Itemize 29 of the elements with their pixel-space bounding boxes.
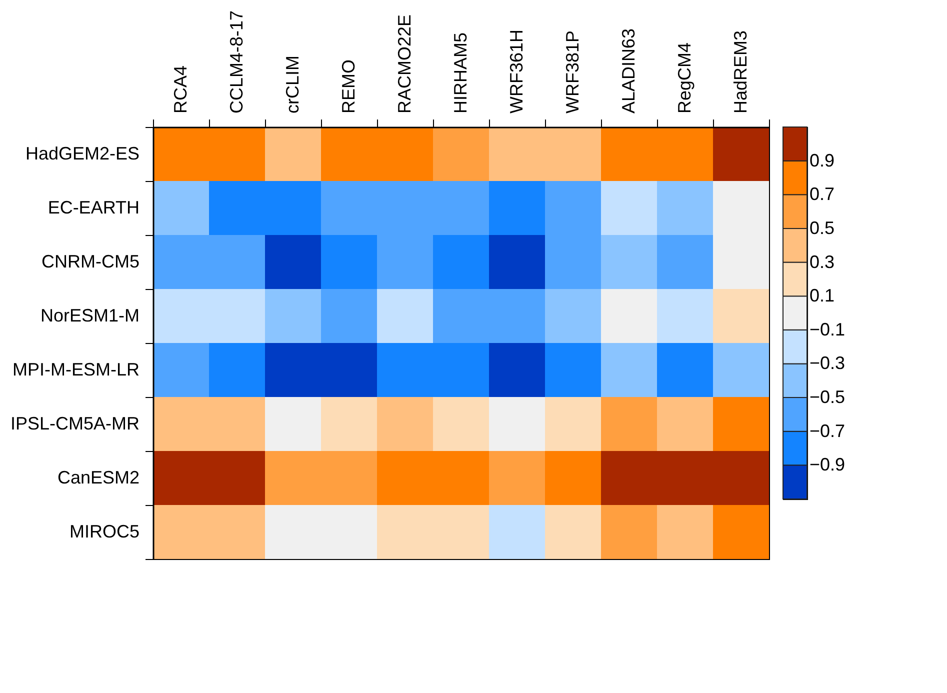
x-tick-label: ALADIN63	[618, 28, 638, 114]
x-tick-label: HadREM3	[730, 30, 750, 114]
color-bar-label: −0.3	[810, 353, 846, 374]
x-tick-label: WRF361H	[506, 29, 526, 114]
x-tick-label: CCLM4-8-17	[226, 10, 246, 114]
x-tick-label: RCA4	[170, 65, 190, 114]
x-tick-label: HIRHAM5	[450, 32, 470, 114]
x-tick-label: RACMO22E	[394, 14, 414, 114]
y-tick-label: CanESM2	[57, 468, 140, 488]
y-tick-label: MPI-M-ESM-LR	[12, 360, 140, 380]
x-tick-label: REMO	[338, 60, 358, 114]
color-bar-label: −0.7	[810, 420, 846, 441]
color-bar-label: −0.5	[810, 387, 846, 408]
y-tick-label: MIROC5	[69, 522, 140, 542]
y-tick-label: HadGEM2-ES	[25, 144, 140, 164]
y-tick-label: EC-EARTH	[48, 198, 140, 218]
x-tick-label: crCLIM	[282, 56, 302, 114]
color-bar-label: 0.7	[810, 184, 835, 204]
color-bar-label: 0.1	[810, 286, 835, 306]
color-bar-label: −0.1	[810, 319, 846, 340]
color-bar-label: −0.9	[810, 454, 846, 475]
color-bar-label: 0.5	[810, 218, 835, 238]
y-tick-label: NorESM1-M	[40, 306, 140, 326]
color-bar-label: 0.3	[810, 252, 835, 272]
y-tick-label: IPSL-CM5A-MR	[10, 414, 140, 434]
y-tick-label: CNRM-CM5	[42, 252, 140, 272]
color-bar-label: 0.9	[810, 150, 835, 170]
x-tick-label: WRF381P	[562, 30, 582, 114]
x-tick-label: RegCM4	[674, 42, 694, 114]
